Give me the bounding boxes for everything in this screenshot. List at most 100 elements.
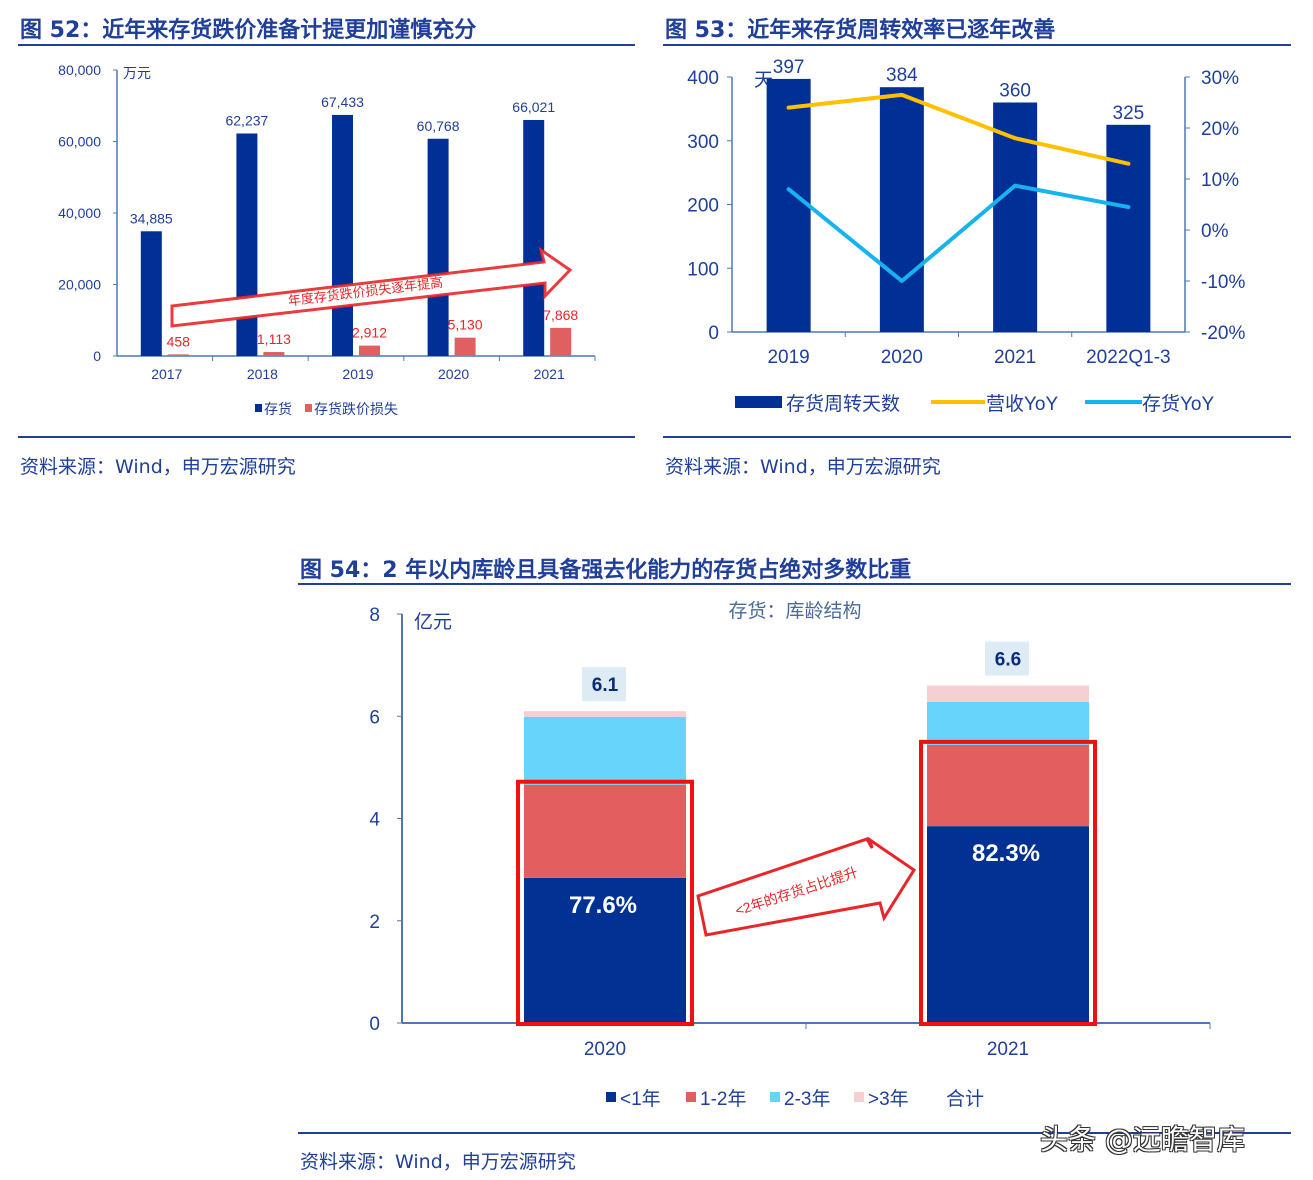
bar-segment-gt3y — [927, 685, 1089, 702]
x-tick-label: 2019 — [342, 366, 373, 382]
y2-tick-label: 10% — [1201, 170, 1239, 191]
bar-impairment — [359, 345, 380, 356]
total-label-bg — [582, 667, 626, 702]
x-tick-label: 2022Q1-3 — [1086, 347, 1171, 368]
y-tick-label: 20,000 — [58, 277, 101, 293]
fig52-top-rule — [18, 44, 635, 46]
data-label: 397 — [773, 57, 805, 78]
y-tick-label: 8 — [369, 605, 380, 626]
bar-inventory — [140, 231, 162, 356]
x-tick-label: 2019 — [767, 347, 809, 368]
bar-inventory — [427, 138, 449, 356]
data-label: 66,021 — [512, 99, 555, 115]
bar-inventory — [523, 119, 545, 357]
bar-turnover-days — [766, 78, 811, 332]
legend-swatch — [770, 1092, 780, 1102]
data-label: 62,237 — [225, 113, 268, 129]
data-label: 7,868 — [543, 307, 578, 323]
x-tick-label: 2017 — [151, 366, 182, 382]
fig52-title: 图 52：近年来存货跌价准备计提更加谨慎充分 — [20, 18, 477, 43]
y2-tick-label: -10% — [1201, 272, 1245, 293]
y-tick-label: 80,000 — [58, 62, 101, 78]
legend-swatch — [255, 404, 262, 412]
highlight-box — [516, 779, 694, 1026]
trend-arrow — [170, 246, 573, 328]
y2-tick-label: 20% — [1201, 119, 1239, 140]
bar-turnover-days — [879, 87, 924, 332]
bar-segment-gt3y — [524, 711, 686, 717]
y-tick-label: 0 — [93, 348, 101, 364]
y-tick-label: 0 — [369, 1014, 380, 1035]
share-label: 77.6% — [569, 892, 637, 919]
data-label: 1,113 — [257, 331, 291, 347]
bar-turnover-days — [1106, 124, 1151, 332]
fig52-source: 资料来源：Wind，申万宏源研究 — [20, 456, 296, 478]
x-tick-label: 2021 — [994, 347, 1036, 368]
bar-impairment — [263, 352, 285, 356]
trend-arrow — [696, 836, 917, 937]
legend-label: 存货 — [264, 401, 292, 417]
legend-label-total: 合计 — [946, 1088, 984, 1110]
y2-tick-label: 0% — [1201, 221, 1229, 242]
legend-label: >3年 — [868, 1088, 909, 1110]
bar-segment-2-3y — [524, 716, 686, 785]
legend-swatch — [686, 1092, 696, 1102]
y-tick-label: 4 — [369, 810, 380, 831]
legend-label: 2-3年 — [784, 1088, 830, 1110]
y-tick-label: 100 — [687, 259, 719, 280]
legend-label: <1年 — [620, 1088, 661, 1110]
fig53-bottom-rule — [663, 436, 1291, 438]
total-label: 6.6 — [995, 650, 1021, 671]
bar-impairment — [454, 337, 476, 356]
fig52-bottom-rule — [18, 436, 635, 438]
bar-inventory — [236, 133, 258, 356]
total-label: 6.1 — [592, 675, 619, 696]
total-label-bg — [985, 641, 1029, 676]
bar-segment-2-3y — [927, 701, 1089, 745]
x-tick-label: 2020 — [881, 347, 923, 368]
legend-swatch — [305, 404, 312, 412]
y2-tick-label: 30% — [1201, 68, 1239, 89]
y-tick-label: 400 — [687, 68, 719, 89]
highlight-box — [919, 739, 1097, 1026]
data-label: 2,912 — [352, 325, 387, 341]
bar-impairment — [167, 354, 189, 356]
y2-tick-label: -20% — [1201, 323, 1245, 344]
legend-label: 1-2年 — [700, 1088, 746, 1110]
x-tick-label: 2020 — [438, 366, 469, 382]
fig54-title: 图 54：2 年以内库龄且具备强去化能力的存货占绝对多数比重 — [300, 558, 912, 583]
y-tick-label: 0 — [708, 323, 719, 344]
x-tick-label: 2020 — [584, 1039, 626, 1060]
bar-impairment — [550, 327, 572, 356]
bar-segment-lt1y — [927, 826, 1089, 1023]
bar-segment-1-2y — [524, 784, 686, 878]
y-axis-unit: 亿元 — [414, 611, 452, 633]
y-tick-label: 60,000 — [58, 134, 101, 150]
y-axis-unit: 万元 — [123, 65, 151, 81]
legend-swatch-bar — [735, 396, 782, 408]
legend-label: 存货YoY — [1142, 393, 1214, 415]
x-tick-label: 2021 — [987, 1039, 1029, 1060]
chart-title: 存货：库龄结构 — [728, 600, 861, 622]
fig53-top-rule — [663, 44, 1291, 46]
line-inventory-yoy — [786, 183, 1131, 283]
bar-segment-lt1y — [524, 877, 686, 1023]
line-revenue-yoy — [786, 92, 1131, 166]
legend-label: 存货跌价损失 — [314, 401, 398, 417]
legend-swatch — [606, 1092, 616, 1102]
share-label: 82.3% — [972, 840, 1040, 867]
data-label: 325 — [1113, 103, 1145, 124]
fig54-source: 资料来源：Wind，申万宏源研究 — [300, 1151, 576, 1173]
fig54-bottom-rule — [298, 1132, 1291, 1134]
legend-label: 营收YoY — [986, 393, 1058, 415]
data-label: 67,433 — [321, 94, 364, 110]
data-label: 458 — [167, 333, 191, 349]
data-label: 384 — [886, 65, 918, 86]
data-label: 60,768 — [417, 118, 460, 134]
legend-label: 存货周转天数 — [786, 393, 900, 415]
x-tick-label: 2018 — [247, 366, 278, 382]
watermark: 头条 @远瞻智库 — [1040, 1123, 1245, 1156]
y-tick-label: 300 — [687, 132, 719, 153]
data-label: 360 — [999, 81, 1031, 102]
